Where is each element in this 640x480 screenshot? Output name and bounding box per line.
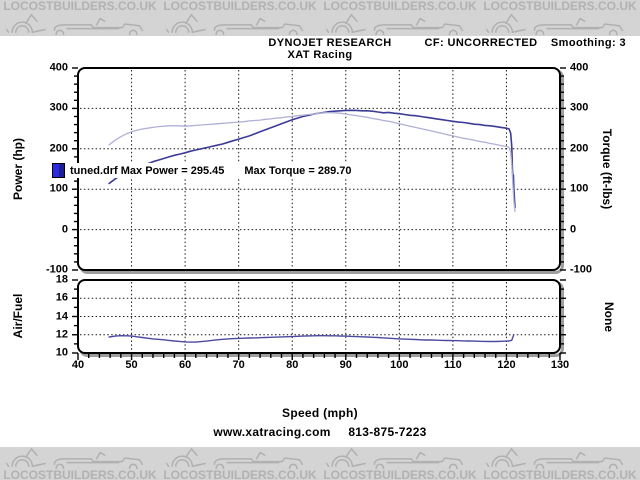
airfuel-tick-label: 16 — [55, 291, 68, 304]
locost-car-icon — [485, 447, 624, 469]
locost-car-icon — [325, 13, 464, 35]
watermark-text-row: LOCOSTBUILDERS.CO.UK LOCOSTBUILDERS.CO.U… — [0, 469, 640, 480]
watermark-text: LOCOSTBUILDERS.CO.UK — [323, 468, 477, 480]
power-tick-label: 400 — [49, 61, 68, 74]
max-power-value: Max Power = 295.45 — [120, 164, 225, 177]
locost-car-icon — [165, 13, 304, 35]
locostbuilders-watermark-top: LOCOSTBUILDERS.CO.UK LOCOSTBUILDERS.CO.U… — [0, 0, 640, 36]
watermark-text: LOCOSTBUILDERS.CO.UK — [163, 468, 317, 480]
watermark-text: LOCOSTBUILDERS.CO.UK — [483, 468, 637, 480]
airfuel-tick-label: 10 — [55, 346, 68, 359]
speed-tick-label: 100 — [390, 359, 409, 371]
torque-tick-label: 200 — [570, 142, 589, 155]
power-tick-label: 0 — [61, 223, 68, 236]
power-tick-label: -100 — [45, 263, 68, 276]
run-color-swatch — [52, 163, 65, 178]
airfuel-tick-label: 14 — [55, 310, 68, 322]
locost-car-icon — [485, 13, 624, 35]
airfuel-tick-label: 18 — [55, 273, 68, 286]
speed-tick-label: 80 — [286, 359, 299, 371]
power-tick-label: 200 — [49, 142, 68, 155]
correction-factor-label: CF: UNCORRECTED — [424, 37, 538, 49]
torque-tick-label: 300 — [570, 101, 589, 114]
smoothing-label: Smoothing: 3 — [550, 37, 626, 49]
speed-tick-label: 110 — [444, 359, 462, 371]
watermark-text: LOCOSTBUILDERS.CO.UK — [163, 0, 317, 13]
torque-tick-label: 0 — [570, 223, 577, 236]
locostbuilders-watermark-bottom: LOCOSTBUILDERS.CO.UK LOCOSTBUILDERS.CO.U… — [0, 447, 640, 480]
contact-line: www.xatracing.com 813-875-7223 — [0, 425, 640, 439]
air-fuel-chart — [72, 279, 566, 360]
speed-tick-label: 60 — [178, 359, 192, 371]
dyno-brand-title: DYNOJET RESEARCH — [268, 37, 392, 49]
speed-tick-label: 120 — [497, 359, 516, 371]
torque-axis-title: Torque (ft-lbs) — [600, 128, 614, 210]
run-legend: tuned.drf Max Power = 295.45 Max Torque … — [52, 163, 356, 178]
speed-axis-title: Speed (mph) — [282, 406, 358, 420]
airfuel-right-axis-title: None — [602, 302, 616, 332]
power-tick-label: 300 — [49, 101, 68, 114]
speed-tick-label: 50 — [125, 359, 138, 371]
power-axis-title: Power (hp) — [11, 138, 25, 200]
watermark-text: LOCOSTBUILDERS.CO.UK — [3, 0, 157, 13]
watermark-car-row — [0, 447, 640, 469]
locost-car-icon — [5, 13, 144, 35]
locost-car-icon — [5, 447, 144, 469]
locost-car-icon — [325, 447, 464, 469]
torque-tick-label: -100 — [570, 263, 593, 276]
dyno-operator-title: XAT Racing — [287, 49, 353, 61]
torque-tick-label: 100 — [570, 182, 589, 195]
speed-tick-label: 130 — [550, 359, 570, 371]
dyno-settings: CF: UNCORRECTED Smoothing: 3 — [425, 37, 627, 49]
airfuel-tick-label: 12 — [55, 328, 68, 341]
max-torque-value: Max Torque = 289.70 — [244, 164, 352, 177]
phone-text: 813-875-7223 — [348, 425, 427, 439]
speed-tick-label: 40 — [71, 359, 85, 371]
watermark-text: LOCOSTBUILDERS.CO.UK — [3, 468, 157, 480]
speed-tick-label: 70 — [232, 359, 245, 371]
airfuel-axis-title: Air/Fuel — [11, 293, 25, 339]
watermark-car-row — [0, 13, 640, 35]
locost-car-icon — [165, 447, 304, 469]
watermark-text: LOCOSTBUILDERS.CO.UK — [483, 0, 637, 13]
watermark-text: LOCOSTBUILDERS.CO.UK — [323, 0, 477, 13]
torque-tick-label: 400 — [570, 61, 589, 74]
run-file-label: tuned.drf — [70, 164, 118, 177]
power-tick-label: 100 — [49, 182, 68, 195]
watermark-text-row: LOCOSTBUILDERS.CO.UK LOCOSTBUILDERS.CO.U… — [0, 0, 640, 13]
website-text: www.xatracing.com — [213, 425, 331, 439]
speed-tick-label: 90 — [339, 359, 352, 371]
